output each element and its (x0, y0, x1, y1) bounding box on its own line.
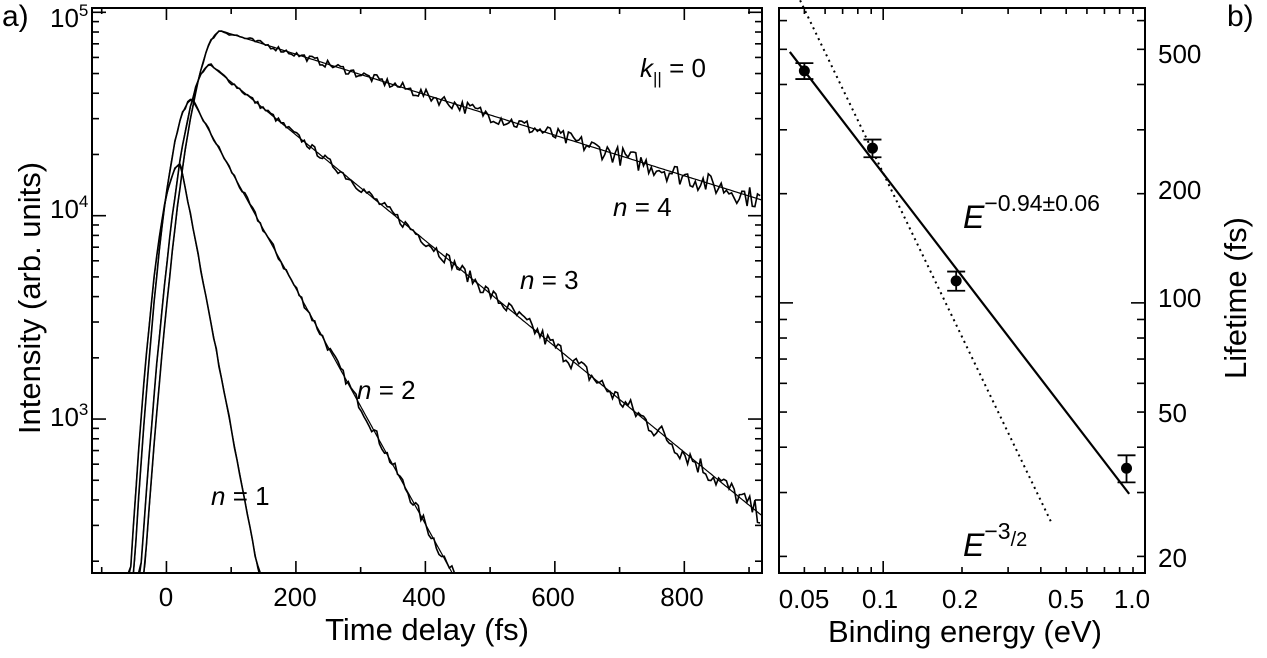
x-tick-label-0.1: 0.1 (862, 584, 898, 614)
data-curve-n1 (92, 164, 367, 574)
panel-a-x-tick-labels: 0 200 400 600 800 (159, 582, 704, 612)
x-tick-label-0: 0 (159, 582, 173, 612)
panel-b-points (795, 62, 1136, 484)
panel-a: a) 105 104 103 0 200 400 600 800 Time de… (2, 0, 763, 647)
x-tick-label-600: 600 (531, 582, 574, 612)
panel-a-y-axis-title: Intensity (arb. units) (12, 162, 47, 434)
panel-a-frame (91, 7, 763, 574)
power-law-model-line (798, 0, 1053, 524)
y-tick-label-500: 500 (1158, 39, 1201, 69)
panel-a-label: a) (2, 0, 29, 33)
panel-b: b) 500 200 100 50 20 0.05 0.1 0.2 0.5 1.… (778, 0, 1254, 649)
y-tick-label-200: 200 (1158, 175, 1201, 205)
data-curve-n3 (92, 63, 761, 574)
series-label-n1: n = 1 (211, 481, 270, 511)
x-tick-label-400: 400 (402, 582, 445, 612)
panel-a-y-ticks (92, 11, 762, 563)
data-curve-n2 (92, 98, 564, 574)
panel-b-y-ticks (779, 19, 1145, 558)
x-tick-label-200: 200 (273, 582, 316, 612)
series-label-n2: n = 2 (357, 375, 416, 405)
power-law-fit-line (788, 51, 1131, 495)
data-point-2 (866, 142, 878, 154)
data-curve-n4 (92, 30, 761, 574)
panel-b-label: b) (1227, 0, 1254, 33)
k-parallel-label: k|| = 0 (640, 53, 706, 88)
data-point-1 (798, 65, 810, 77)
y-tick-label-1e5: 105 (50, 1, 88, 33)
y-tick-label-1e4: 104 (50, 192, 88, 224)
panel-b-x-ticks (803, 8, 1146, 573)
panel-b-y-tick-labels: 500 200 100 50 20 (1158, 39, 1201, 573)
panel-b-x-axis-title: Binding energy (eV) (828, 614, 1102, 649)
panel-a-x-ticks (100, 8, 750, 573)
fit-exponent-label: E−0.94±0.06 (963, 190, 1100, 235)
panel-a-y-tick-labels: 105 104 103 (50, 1, 88, 432)
x-tick-label-0.2: 0.2 (942, 584, 978, 614)
panel-b-lines (788, 0, 1131, 524)
panel-b-y-axis-title: Lifetime (fs) (1218, 217, 1253, 379)
data-point-4 (1121, 462, 1133, 474)
fit-curve-n1 (92, 162, 367, 574)
model-exponent-label: E−3/2 (963, 518, 1027, 563)
panel-a-curves (92, 30, 762, 574)
series-label-n3: n = 3 (520, 265, 579, 295)
fit-curve-n3 (92, 64, 762, 574)
y-tick-label-50: 50 (1158, 398, 1187, 428)
y-tick-label-20: 20 (1158, 543, 1187, 573)
x-tick-label-800: 800 (660, 582, 703, 612)
x-tick-label-1.0: 1.0 (1114, 584, 1150, 614)
data-point-3 (950, 275, 962, 287)
y-tick-label-100: 100 (1158, 283, 1201, 313)
y-tick-label-1e3: 103 (50, 400, 88, 432)
x-tick-label-0.5: 0.5 (1048, 584, 1084, 614)
x-tick-label-0.05: 0.05 (779, 584, 830, 614)
panel-a-x-axis-title: Time delay (fs) (325, 612, 529, 647)
series-label-n4: n = 4 (613, 192, 672, 222)
panel-b-x-tick-labels: 0.05 0.1 0.2 0.5 1.0 (779, 584, 1150, 614)
